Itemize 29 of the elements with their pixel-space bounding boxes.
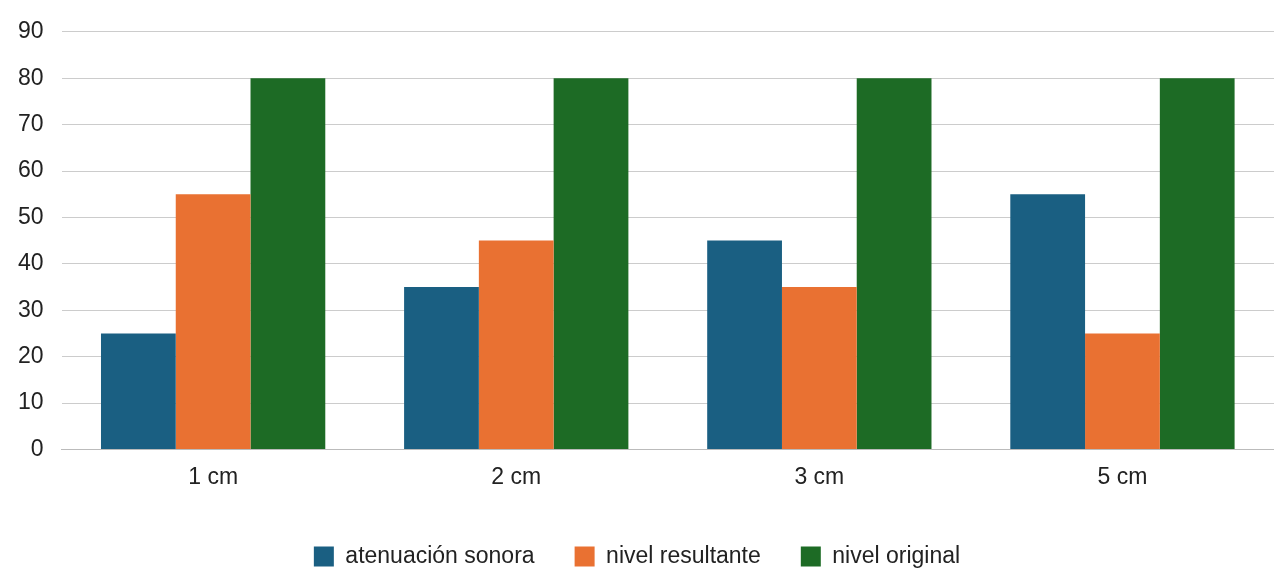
y-tick-label: 50 [17,202,44,229]
y-tick-label: 0 [30,434,44,461]
x-tick-label: 2 cm [491,462,542,489]
legend-label: nivel original [832,541,961,568]
y-tick-label: 10 [17,388,44,415]
bar [1010,194,1086,449]
bar [707,240,782,449]
bar [1159,78,1235,449]
bar [781,287,857,449]
bar [175,194,251,449]
y-tick-label: 20 [17,341,44,368]
legend-label: atenuación sonora [345,541,535,568]
bar [1085,333,1160,449]
y-tick-label: 40 [17,249,44,276]
bar [404,287,479,449]
x-tick-label: 1 cm [188,462,239,489]
y-tick-label: 60 [17,156,44,183]
y-tick-label: 70 [17,109,44,136]
y-tick-label: 80 [17,63,44,90]
y-tick-label: 90 [17,17,44,44]
bar [100,333,176,449]
bar [856,78,932,449]
bar [478,240,554,449]
bar [553,78,629,449]
y-tick-label: 30 [17,295,44,322]
x-tick-label: 5 cm [1097,462,1148,489]
x-tick-label: 3 cm [794,462,845,489]
legend-label: nivel resultante [606,541,761,568]
bar [250,78,326,449]
